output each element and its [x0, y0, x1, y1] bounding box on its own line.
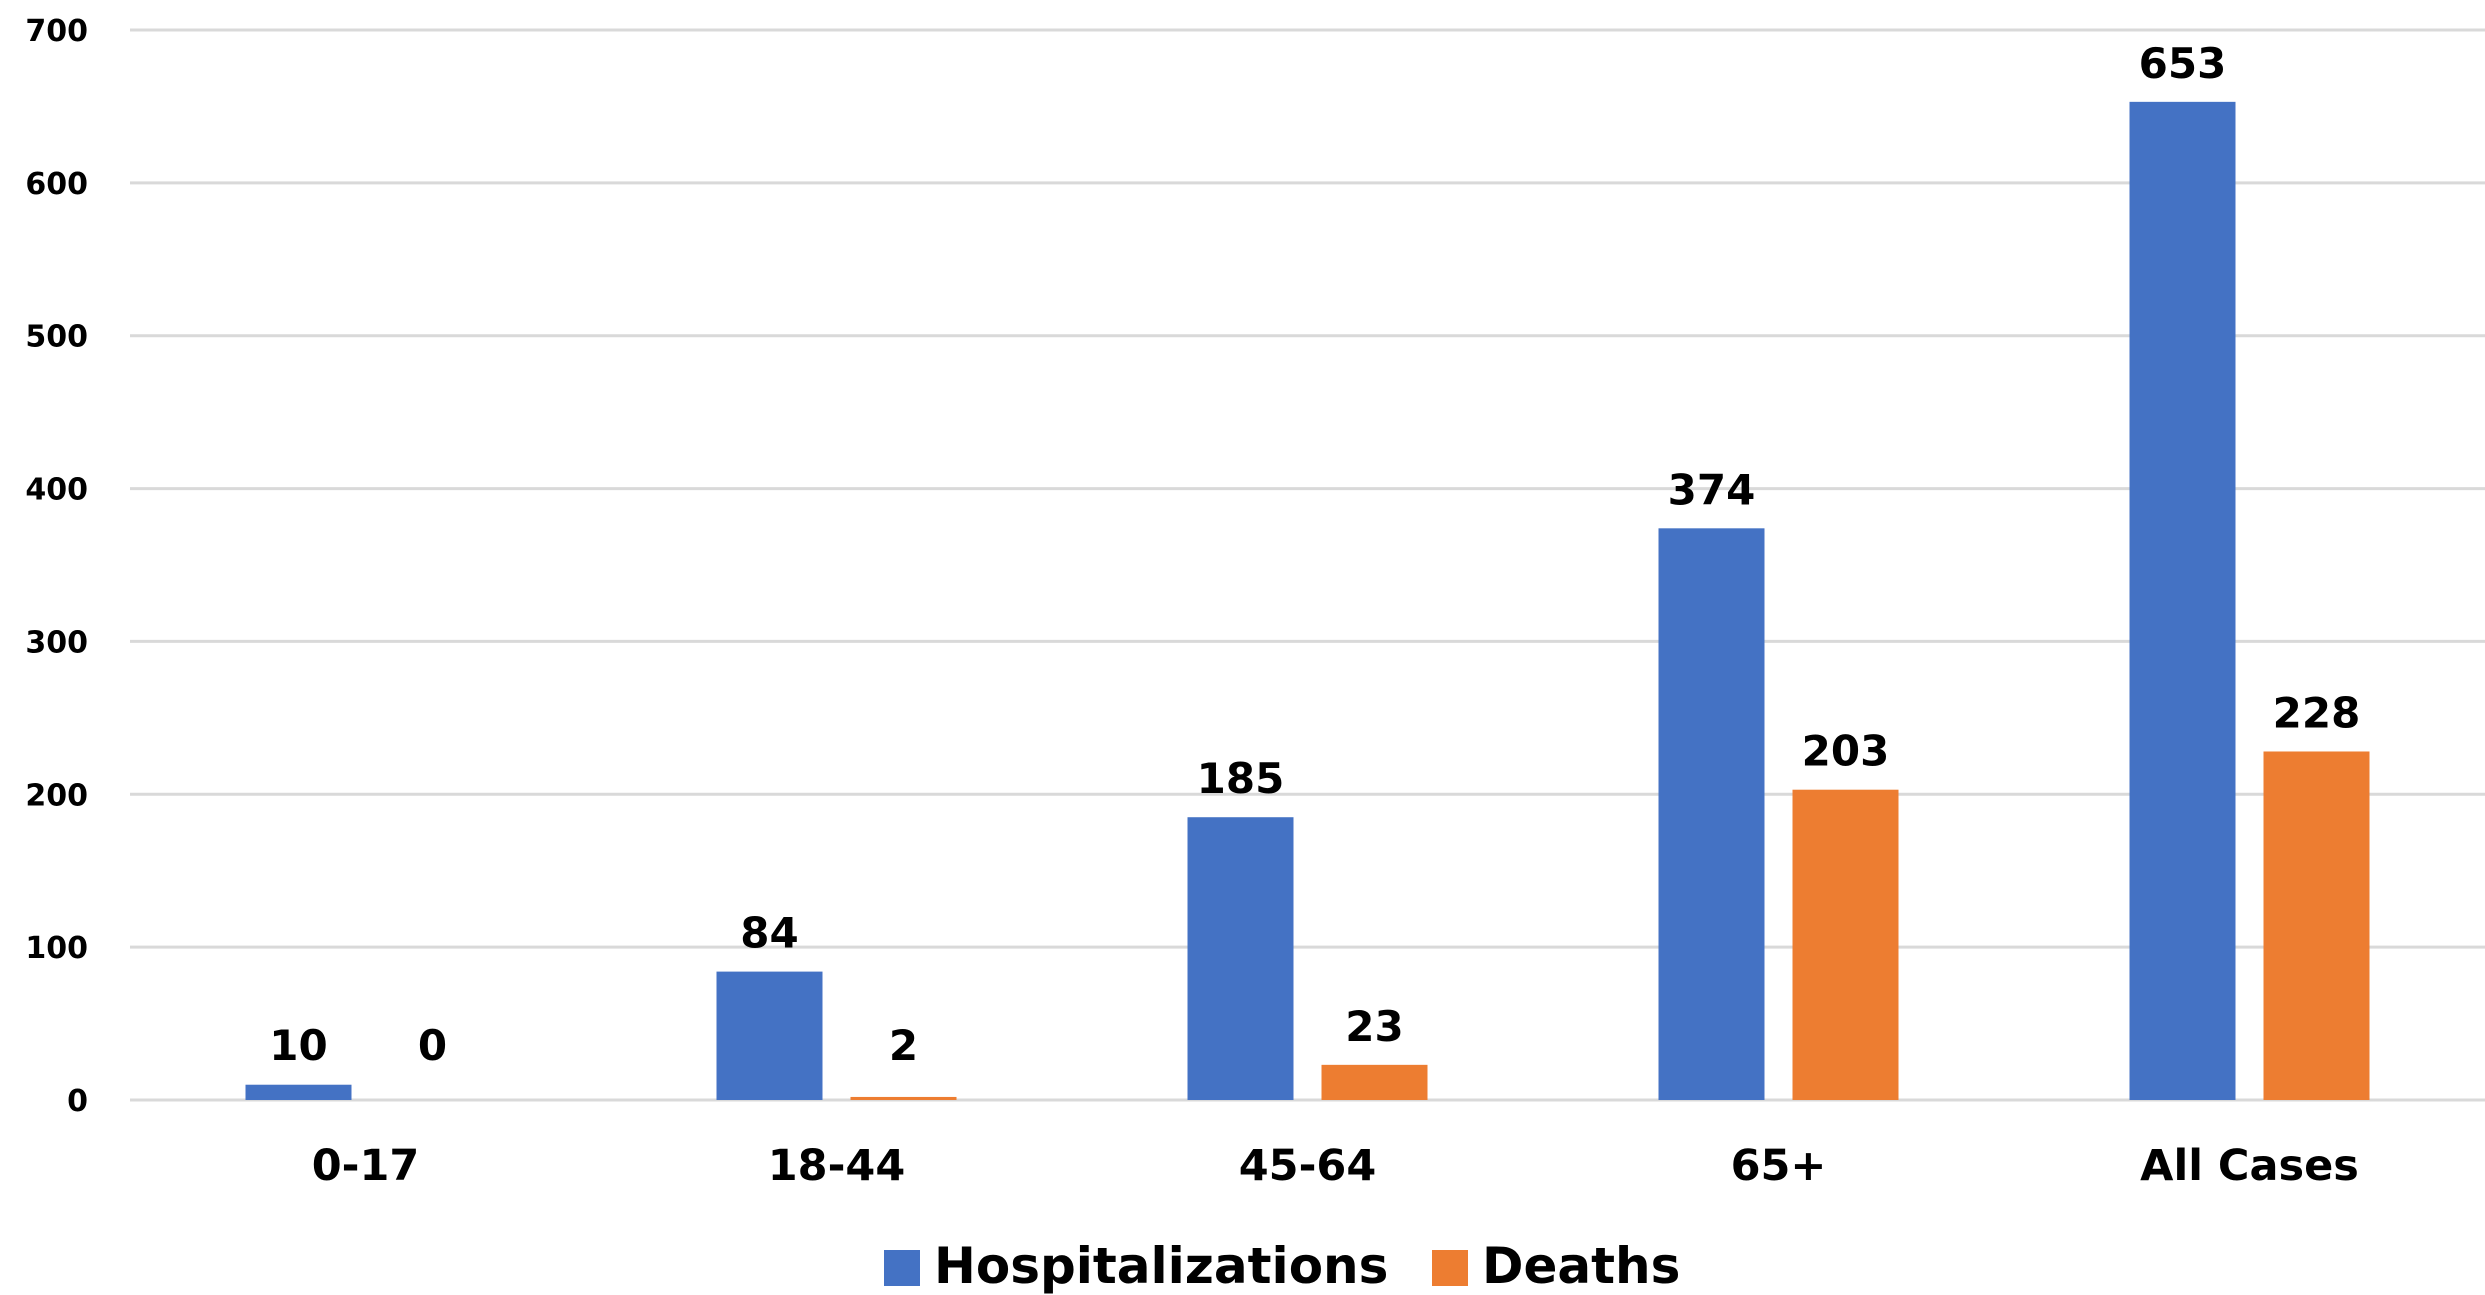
legend: Hospitalizations Deaths [884, 1237, 1680, 1295]
legend-swatch-deaths [1432, 1250, 1468, 1286]
data-label: 0 [418, 1021, 447, 1070]
bar-deaths-45-64 [1321, 1064, 1428, 1100]
data-label: 228 [2273, 688, 2361, 737]
data-label: 23 [1345, 1002, 1403, 1051]
legend-swatch-hospitalizations [884, 1250, 920, 1286]
y-tick-label: 700 [25, 14, 88, 49]
y-tick-label: 500 [25, 320, 88, 355]
bar-deaths-18-44 [850, 1096, 957, 1100]
y-axis-tick-labels: 0 100 200 300 400 500 600 700 [25, 14, 88, 1119]
bar-hospitalizations-all-cases [2129, 101, 2236, 1101]
data-label: 374 [1668, 465, 1756, 514]
data-labels: 10 0 84 2 185 23 374 203 653 228 [269, 39, 2360, 1070]
x-tick-label: 0-17 [312, 1141, 420, 1191]
bar-hospitalizations-18-44 [716, 971, 823, 1100]
y-tick-label: 300 [25, 625, 88, 660]
bar-deaths-65+ [1792, 789, 1899, 1100]
x-tick-label: 65+ [1731, 1141, 1827, 1191]
gridlines [130, 28, 2485, 1102]
y-tick-label: 100 [25, 931, 88, 966]
data-label: 2 [889, 1021, 918, 1070]
x-tick-label: 45-64 [1239, 1141, 1377, 1191]
data-label: 203 [1802, 727, 1890, 776]
bars [245, 101, 2370, 1101]
data-label: 84 [740, 909, 798, 958]
x-axis-tick-labels: 0-17 18-44 45-64 65+ All Cases [312, 1141, 2359, 1191]
data-label: 185 [1197, 754, 1285, 803]
y-tick-label: 400 [25, 473, 88, 508]
legend-label-hospitalizations: Hospitalizations [934, 1237, 1388, 1295]
y-tick-label: 200 [25, 778, 88, 813]
x-tick-label: 18-44 [768, 1141, 906, 1191]
data-label: 10 [269, 1021, 327, 1070]
y-tick-label: 0 [67, 1084, 88, 1119]
bar-hospitalizations-45-64 [1187, 817, 1294, 1100]
bar-deaths-all-cases [2263, 751, 2370, 1100]
bar-hospitalizations-0-17 [245, 1084, 352, 1100]
legend-label-deaths: Deaths [1482, 1237, 1680, 1295]
y-tick-label: 600 [25, 167, 88, 202]
x-tick-label: All Cases [2140, 1141, 2359, 1191]
bar-hospitalizations-65+ [1658, 528, 1765, 1100]
data-label: 653 [2139, 39, 2227, 88]
